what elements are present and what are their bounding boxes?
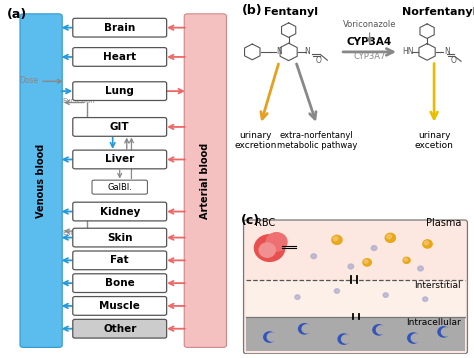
Circle shape xyxy=(302,325,311,333)
Text: Muscle: Muscle xyxy=(99,301,140,311)
FancyBboxPatch shape xyxy=(73,274,167,292)
Circle shape xyxy=(423,240,432,248)
Text: urinary
excetion: urinary excetion xyxy=(415,131,454,150)
Circle shape xyxy=(332,235,342,245)
FancyBboxPatch shape xyxy=(73,228,167,247)
FancyBboxPatch shape xyxy=(73,82,167,101)
FancyBboxPatch shape xyxy=(73,251,167,270)
Circle shape xyxy=(264,332,275,342)
Text: GIT: GIT xyxy=(110,122,129,132)
Text: RBC: RBC xyxy=(255,218,275,228)
Circle shape xyxy=(408,333,419,343)
Bar xyxy=(246,316,465,351)
Circle shape xyxy=(338,334,350,344)
Text: O: O xyxy=(450,56,456,65)
Bar xyxy=(246,280,465,316)
Text: Voriconazole: Voriconazole xyxy=(343,20,396,29)
FancyBboxPatch shape xyxy=(73,202,167,221)
Text: Arterial blood: Arterial blood xyxy=(201,142,210,219)
Circle shape xyxy=(383,293,388,297)
Text: urinary
excretion: urinary excretion xyxy=(235,131,277,150)
Text: Other: Other xyxy=(103,324,137,334)
Text: HN: HN xyxy=(402,47,414,56)
Text: Excretion: Excretion xyxy=(62,230,95,236)
FancyBboxPatch shape xyxy=(73,117,167,136)
Circle shape xyxy=(385,233,395,242)
Text: N: N xyxy=(444,47,450,56)
Circle shape xyxy=(342,335,351,343)
FancyBboxPatch shape xyxy=(73,18,167,37)
FancyBboxPatch shape xyxy=(73,48,167,66)
Text: N: N xyxy=(276,47,282,57)
Text: extra-norfentanyl
metabolic pathway: extra-norfentanyl metabolic pathway xyxy=(277,131,357,150)
Circle shape xyxy=(266,233,287,251)
Circle shape xyxy=(311,254,317,259)
Circle shape xyxy=(295,295,300,299)
Circle shape xyxy=(376,326,386,334)
Circle shape xyxy=(364,260,368,263)
Text: CYP3A7: CYP3A7 xyxy=(354,52,386,61)
Text: Intracellular: Intracellular xyxy=(406,318,461,327)
Circle shape xyxy=(441,328,451,336)
Circle shape xyxy=(373,325,384,335)
Text: CYP3A4: CYP3A4 xyxy=(347,37,392,47)
Text: Dose: Dose xyxy=(19,76,39,85)
Circle shape xyxy=(404,258,407,261)
Text: Excretion: Excretion xyxy=(62,98,95,103)
Text: N: N xyxy=(304,47,310,56)
Text: Skin: Skin xyxy=(107,233,132,243)
Circle shape xyxy=(267,333,276,341)
Text: Liver: Liver xyxy=(105,154,134,164)
Text: (a): (a) xyxy=(7,8,27,21)
Circle shape xyxy=(259,243,275,257)
Circle shape xyxy=(333,237,338,241)
Text: (b): (b) xyxy=(242,4,262,17)
Text: Plasma: Plasma xyxy=(426,218,461,228)
Circle shape xyxy=(371,246,377,251)
FancyBboxPatch shape xyxy=(73,150,167,169)
Text: Bone: Bone xyxy=(105,278,135,288)
Text: Venous blood: Venous blood xyxy=(36,144,46,218)
Text: Heart: Heart xyxy=(103,52,136,62)
Text: Interstitial: Interstitial xyxy=(415,281,461,290)
Text: Lung: Lung xyxy=(105,86,134,96)
Text: GalBl.: GalBl. xyxy=(107,183,132,192)
Text: Kidney: Kidney xyxy=(100,207,140,217)
Circle shape xyxy=(403,257,410,263)
Text: (c): (c) xyxy=(240,214,260,227)
Text: Fentanyl: Fentanyl xyxy=(264,6,318,16)
Circle shape xyxy=(411,334,420,342)
Circle shape xyxy=(424,241,428,245)
Circle shape xyxy=(418,266,423,271)
Text: O: O xyxy=(316,56,322,65)
Text: Fat: Fat xyxy=(110,255,129,265)
Circle shape xyxy=(387,234,392,239)
Text: Brain: Brain xyxy=(104,23,136,33)
Text: Norfentanyl: Norfentanyl xyxy=(401,6,474,16)
Circle shape xyxy=(363,259,371,266)
FancyBboxPatch shape xyxy=(92,180,147,194)
Circle shape xyxy=(299,324,310,334)
FancyBboxPatch shape xyxy=(244,220,467,354)
FancyBboxPatch shape xyxy=(20,14,62,347)
Circle shape xyxy=(334,289,339,293)
FancyBboxPatch shape xyxy=(73,319,167,338)
FancyBboxPatch shape xyxy=(73,296,167,315)
Circle shape xyxy=(348,264,354,269)
Circle shape xyxy=(255,235,285,261)
Circle shape xyxy=(438,327,449,337)
Circle shape xyxy=(423,297,428,301)
FancyBboxPatch shape xyxy=(184,14,227,347)
